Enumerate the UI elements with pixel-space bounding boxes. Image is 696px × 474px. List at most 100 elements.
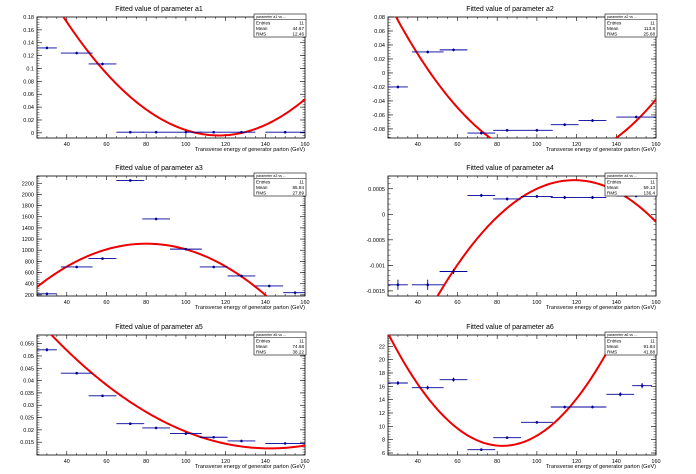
stats-name: parameter a6 vs ... [607, 333, 637, 337]
stats-value: 11 [299, 21, 304, 26]
y-tick-label: -0.04 [372, 99, 385, 105]
chart-title: Fitted value of parameter a4 [466, 165, 554, 172]
y-tick-label: 0.04 [23, 105, 34, 111]
data-point [283, 130, 287, 134]
x-tick-label: 160 [300, 142, 309, 148]
y-tick-label: 0.02 [374, 57, 385, 63]
data-point [75, 265, 79, 269]
data-point [535, 421, 539, 424]
data-points [388, 48, 656, 135]
stats-label: Entries [607, 180, 622, 185]
y-tick-label: 0.16 [23, 28, 34, 34]
x-tick-label: 140 [612, 300, 621, 306]
plot-frame [36, 334, 306, 456]
stats-value: 85.84 [293, 185, 305, 190]
y-tick-label: -0.0005 [366, 238, 385, 244]
x-tick-label: 160 [651, 300, 660, 306]
data-point [535, 195, 539, 198]
y-tick-label: 18 [379, 371, 385, 377]
data-point [396, 85, 400, 89]
y-tick-label: -0.02 [372, 85, 385, 91]
y-tick-label: 2000 [22, 192, 34, 198]
stats-value: 11 [650, 21, 655, 26]
x-tick-label: 140 [261, 459, 270, 465]
stats-value: 27.89 [293, 191, 305, 196]
x-axis-label: Transverse energy of generator parton (G… [546, 305, 656, 311]
y-tick-label: 0.12 [23, 54, 34, 60]
stats-label: Entries [607, 21, 622, 26]
data-point [129, 422, 132, 426]
x-tick-label: 60 [454, 459, 460, 465]
chart-panel-3: Fitted value of parameter a3 40 60 80 100 120… [22, 165, 310, 311]
y-tick-label: -0.0015 [366, 289, 385, 295]
stats-value: 113.8 [644, 26, 656, 31]
plot-frame [387, 175, 657, 297]
data-point [563, 196, 566, 199]
stats-value: 11 [650, 339, 655, 344]
data-point [452, 48, 455, 52]
y-tick-label: 0.015 [20, 440, 34, 446]
data-point [563, 405, 566, 409]
y-tick-label: 1600 [22, 215, 34, 221]
fit-curve [62, 17, 305, 137]
y-tick-label: 12 [379, 411, 385, 417]
chart-title: Fitted value of parameter a2 [466, 6, 554, 13]
stats-label: Mean [607, 344, 619, 349]
stats-value: 41.88 [644, 350, 656, 355]
x-axis-label: Transverse energy of generator parton (G… [546, 464, 656, 470]
x-tick-label: 100 [532, 142, 541, 148]
data-points [37, 46, 305, 134]
y-tick-label: 1000 [22, 248, 34, 254]
data-point [101, 62, 104, 66]
x-tick-label: 100 [532, 300, 541, 306]
data-point [396, 283, 400, 287]
x-tick-label: 40 [64, 300, 70, 306]
stats-label: RMS [607, 350, 617, 355]
stats-label: RMS [256, 191, 266, 196]
chart-panel-5: Fitted value of parameter a5 40 60 80 100 120… [20, 324, 309, 470]
x-tick-label: 80 [143, 300, 149, 306]
y-tick-label: 0.055 [20, 342, 34, 348]
x-tick-label: 140 [612, 459, 621, 465]
y-tick-label: 0.05 [23, 354, 34, 360]
x-tick-label: 100 [181, 142, 190, 148]
x-tick-label: 60 [454, 300, 460, 306]
data-point [426, 386, 430, 389]
y-tick-label: 0.08 [23, 79, 34, 85]
y-tick-label: 0.02 [23, 118, 34, 124]
stats-value: 12.46 [293, 32, 305, 37]
x-tick-label: 60 [103, 300, 109, 306]
data-point [634, 115, 638, 119]
data-point [45, 292, 49, 296]
data-point [480, 448, 483, 451]
data-point [267, 284, 271, 288]
data-point [45, 46, 49, 50]
stats-label: Mean [256, 26, 268, 31]
stats-label: Mean [607, 26, 619, 31]
data-point [618, 393, 622, 396]
x-axis-label: Transverse energy of generator parton (G… [546, 147, 656, 153]
data-points [37, 348, 305, 445]
y-tick-label: 800 [25, 259, 34, 265]
data-point [535, 129, 539, 132]
data-point [505, 436, 509, 439]
y-tick-label: 10 [379, 424, 385, 430]
x-tick-label: 120 [572, 142, 581, 148]
data-point [184, 130, 188, 134]
stats-label: RMS [256, 350, 266, 355]
stats-value: 38.22 [293, 350, 305, 355]
data-point [154, 426, 158, 430]
data-points [388, 377, 653, 451]
x-axis-label: Transverse energy of generator parton (G… [195, 305, 305, 311]
x-tick-label: 120 [221, 142, 230, 148]
x-tick-label: 80 [494, 142, 500, 148]
data-point [452, 378, 455, 381]
data-point [184, 432, 188, 435]
y-tick-label: 0.03 [23, 403, 34, 409]
data-point [212, 435, 215, 439]
fit-curve [37, 242, 268, 296]
chart-title: Fitted value of parameter a6 [466, 324, 554, 331]
stats-value: 74.68 [293, 344, 305, 349]
y-tick-label: 14 [379, 398, 385, 404]
